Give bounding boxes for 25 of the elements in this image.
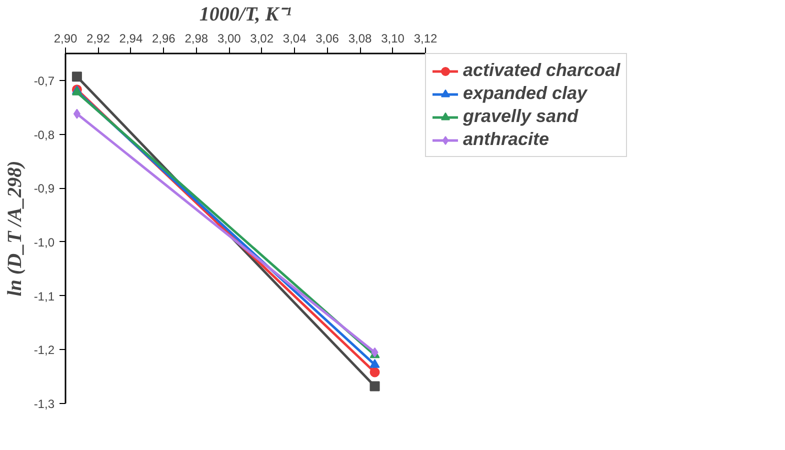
legend-label: gravelly sand: [463, 106, 578, 127]
legend-label: expanded clay: [463, 83, 588, 104]
legend-label: anthracite: [463, 129, 550, 150]
x-tick-label: 3,08: [348, 32, 372, 46]
y-axis-title: ln (D_T /A_298): [4, 160, 26, 296]
x-tick-label: 3,04: [282, 32, 307, 46]
y-tick-label: -1,1: [34, 289, 55, 304]
y-tick-label: -0,7: [34, 74, 55, 88]
x-tick-label: 3,02: [250, 32, 274, 46]
x-tick-label: 2,96: [152, 32, 176, 46]
y-tick-label: -1,2: [34, 343, 55, 358]
x-tick-label: 2,94: [119, 32, 143, 46]
x-tick-label: 3,10: [381, 32, 405, 46]
x-axis-title: 1000/T, K⁻¹: [199, 4, 292, 26]
x-tick-label: 3,00: [217, 32, 242, 46]
y-tick-label: -0,8: [34, 128, 55, 142]
x-tick-label: 3,12: [414, 32, 438, 46]
legend-label: activated charcoal: [463, 60, 620, 81]
y-tick-label: -1,3: [34, 397, 55, 411]
y-tick-label: -0,9: [34, 182, 55, 196]
x-tick-label: 3,06: [316, 32, 340, 46]
x-tick-label: 2,90: [54, 32, 78, 46]
x-tick-label: 2,92: [86, 32, 110, 46]
x-tick-label: 2,98: [184, 32, 208, 46]
y-tick-label: -1,0: [34, 235, 55, 250]
